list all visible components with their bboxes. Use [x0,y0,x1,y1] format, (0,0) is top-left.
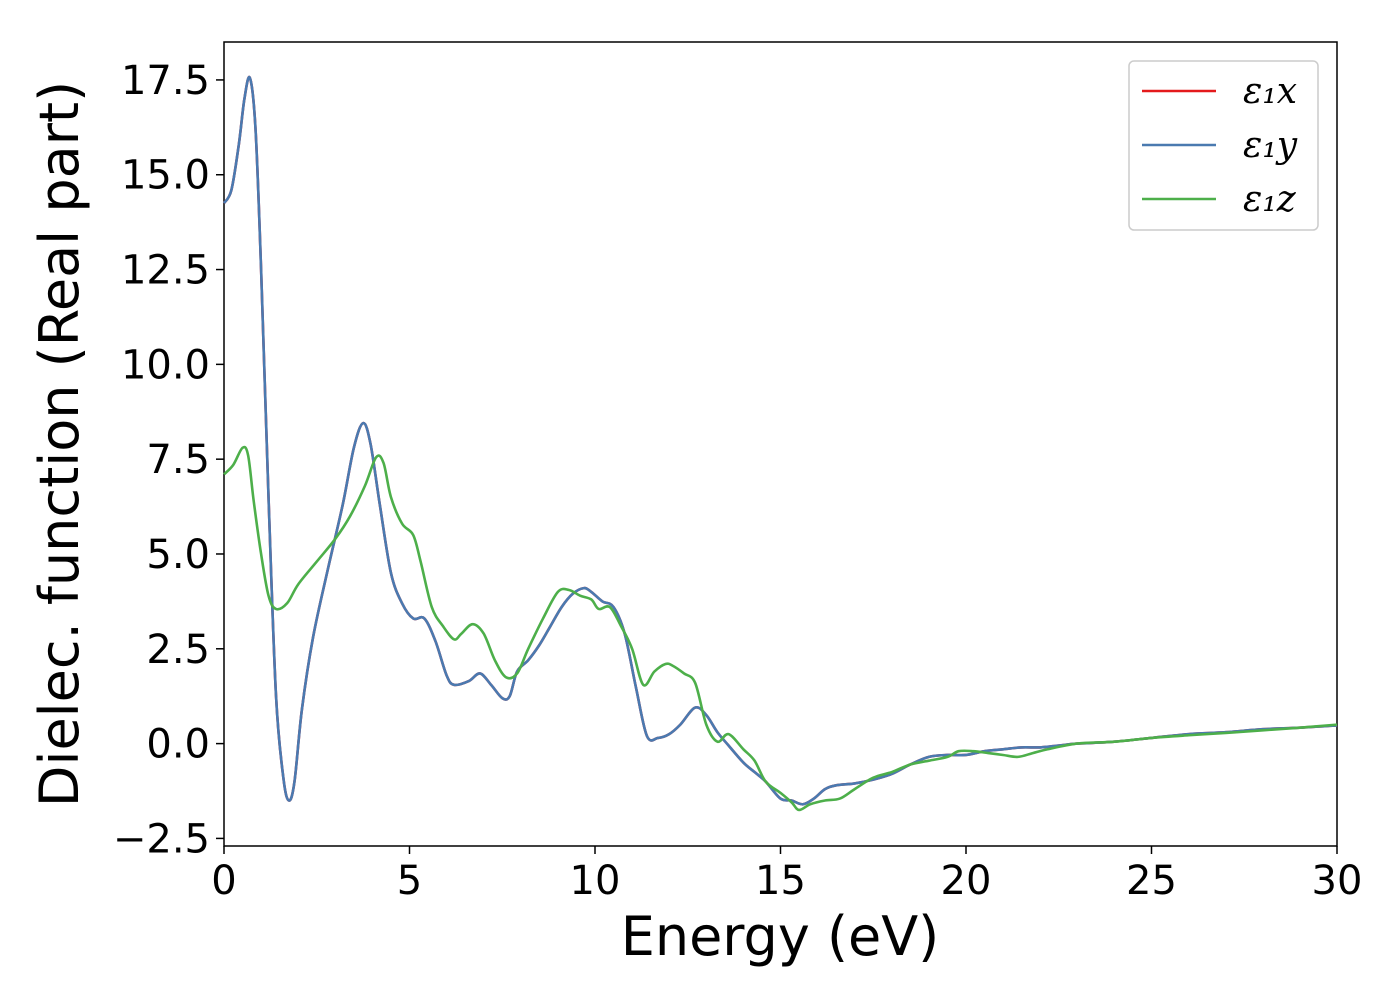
x-tick-label: 10 [570,858,621,904]
y-tick-label: 5.0 [146,532,210,578]
legend: ε₁x ε₁y ε₁z [1128,60,1319,231]
series-line-3 [223,445,1338,812]
x-tick-label: 0 [211,858,236,904]
series-layer [222,75,1338,812]
legend-box [1128,60,1319,231]
x-axis: 0 5 10 15 20 25 30 [211,846,1362,904]
legend-label-1: ε₁x [1243,71,1297,112]
x-axis-label: Energy (eV) [621,905,940,968]
legend-label-2: ε₁y [1243,125,1298,166]
y-tick-label: 2.5 [146,627,210,673]
x-tick-label: 25 [1126,858,1177,904]
y-axis-label: Dielec. function (Real part) [28,81,91,807]
y-axis: −2.5 0.0 2.5 5.0 7.5 10.0 12.5 15.0 17.5 [113,58,224,862]
legend-label-3: ε₁z [1243,179,1297,220]
y-tick-label: 7.5 [146,437,210,483]
y-tick-label: 17.5 [121,58,210,104]
y-tick-label: 12.5 [121,248,210,294]
y-tick-label: 15.0 [121,153,210,199]
x-tick-label: 20 [941,858,992,904]
x-tick-label: 15 [755,858,806,904]
y-tick-label: 0.0 [146,722,210,768]
x-tick-label: 5 [397,858,422,904]
y-tick-label: 10.0 [121,342,210,388]
x-tick-label: 30 [1312,858,1363,904]
y-tick-label: −2.5 [113,816,210,862]
